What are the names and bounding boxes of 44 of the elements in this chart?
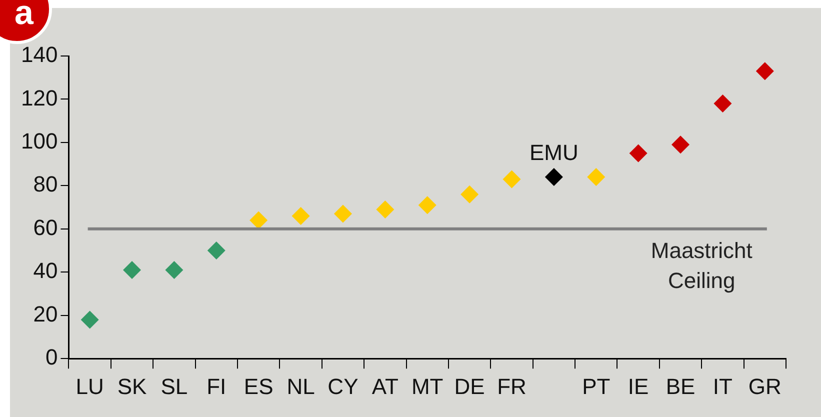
y-tick-label: 60	[33, 214, 58, 240]
y-tick-label: 100	[20, 128, 58, 154]
circle-badge: a	[0, 0, 52, 44]
point	[292, 206, 310, 225]
x-tick-label: BE	[666, 374, 696, 399]
y-tick-label: 140	[20, 42, 58, 68]
point	[672, 136, 690, 154]
x-tick-label: IT	[712, 374, 732, 399]
x-tick-label: PT	[582, 374, 610, 399]
x-tick-label: FR	[497, 374, 526, 399]
point	[418, 196, 436, 214]
x-tick-label: ES	[244, 374, 274, 399]
y-tick-label: 0	[45, 344, 58, 370]
y-tick-label: 120	[20, 85, 58, 110]
x-tick-label: AT	[372, 374, 398, 399]
x-tick-label: FI	[206, 374, 226, 399]
y-tick-label: 80	[33, 172, 58, 197]
x-tick-label: SL	[160, 374, 188, 399]
x-tick-label: CY	[328, 374, 359, 399]
point	[207, 242, 226, 260]
point	[714, 94, 732, 113]
annotation: EMU	[529, 140, 578, 166]
point	[460, 185, 479, 204]
point	[122, 260, 141, 279]
point	[544, 168, 563, 186]
point	[80, 310, 99, 329]
point	[756, 62, 774, 80]
x-tick-label: MT	[411, 374, 444, 399]
x-tick-label: LU	[76, 374, 104, 399]
point	[376, 200, 394, 218]
point	[334, 204, 352, 223]
x-tick-label: IE	[628, 374, 649, 399]
x-tick-label: DE	[454, 374, 485, 399]
point	[629, 144, 648, 162]
point	[165, 260, 184, 279]
point	[502, 170, 521, 188]
x-tick-label: GR	[748, 374, 782, 399]
y-tick-label: 40	[33, 258, 58, 284]
point	[250, 211, 268, 230]
ref-line-label: Maastricht Ceiling	[650, 238, 752, 293]
y-tick-label: 20	[33, 301, 58, 326]
x-tick-label: SK	[117, 374, 147, 399]
point	[587, 168, 606, 186]
x-tick-label: NL	[286, 374, 315, 399]
